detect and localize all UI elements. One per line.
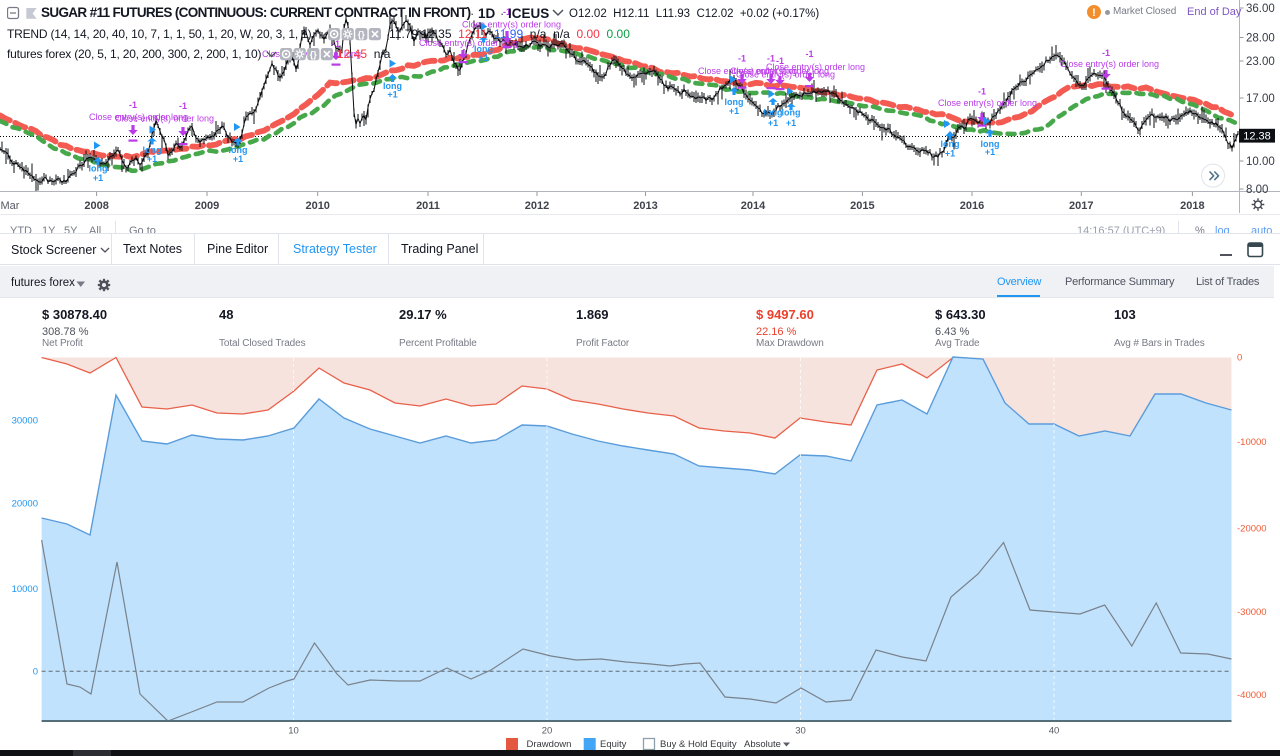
svg-text:long: long	[782, 108, 801, 118]
svg-text:2017: 2017	[1069, 200, 1093, 212]
svg-text:Close entry(s) order long: Close entry(s) order long	[419, 38, 518, 48]
svg-text:40: 40	[1049, 726, 1060, 737]
svg-text:Close entry(s) order long: Close entry(s) order long	[730, 66, 829, 76]
svg-text:-10000: -10000	[1237, 437, 1267, 448]
svg-text:Absolute: Absolute	[744, 739, 781, 750]
svg-text:-1: -1	[503, 7, 511, 17]
svg-text:long: long	[143, 145, 162, 155]
svg-text:Drawdown: Drawdown	[527, 739, 572, 750]
svg-text:+1: +1	[945, 149, 955, 159]
svg-text:long: long	[764, 108, 783, 118]
svg-text:10: 10	[288, 726, 299, 737]
svg-text:{}: {}	[358, 30, 366, 40]
svg-text:2018: 2018	[1180, 200, 1204, 212]
svg-text:+1: +1	[478, 53, 488, 63]
svg-text:+1: +1	[786, 118, 796, 128]
svg-text:long: long	[383, 81, 402, 91]
svg-text:2010: 2010	[305, 200, 329, 212]
svg-text:Close entry(s) order long: Close entry(s) order long	[89, 112, 188, 122]
svg-text:0: 0	[33, 667, 38, 678]
svg-text:-20000: -20000	[1237, 524, 1267, 535]
svg-text:-1: -1	[1102, 48, 1110, 58]
svg-text:-1: -1	[776, 56, 784, 66]
svg-text:Close entry(s) order long: Close entry(s) order long	[938, 98, 1037, 108]
svg-text:0: 0	[1237, 353, 1242, 364]
svg-text:long: long	[941, 139, 960, 149]
svg-text:2013: 2013	[633, 200, 657, 212]
svg-text:long: long	[474, 44, 493, 54]
svg-text:Close entry(s) order long: Close entry(s) order long	[462, 20, 561, 30]
svg-text:30000: 30000	[12, 416, 38, 427]
svg-text:2009: 2009	[195, 200, 219, 212]
svg-text:17.00: 17.00	[1246, 93, 1275, 105]
svg-text:-1: -1	[978, 86, 986, 96]
svg-text:+1: +1	[768, 118, 778, 128]
svg-text:long: long	[725, 97, 744, 107]
svg-text:36.00: 36.00	[1246, 3, 1275, 15]
svg-text:+1: +1	[93, 173, 103, 183]
svg-text:-1: -1	[767, 54, 775, 64]
svg-text:2008: 2008	[84, 200, 108, 212]
svg-text:+1: +1	[985, 147, 995, 157]
svg-text:!: !	[1092, 7, 1096, 19]
svg-text:2014: 2014	[741, 200, 766, 212]
svg-text:+1: +1	[147, 154, 157, 164]
svg-text:Close entry(s) order long: Close entry(s) order long	[736, 70, 835, 80]
svg-text:-30000: -30000	[1237, 607, 1267, 618]
svg-text:2012: 2012	[525, 200, 549, 212]
svg-text:{}: {}	[310, 50, 318, 60]
svg-text:20: 20	[542, 726, 553, 737]
svg-text:-1: -1	[129, 100, 137, 110]
svg-text:Close entry(s) order long: Close entry(s) order long	[698, 66, 797, 76]
svg-text:2011: 2011	[416, 200, 440, 212]
svg-text:-1: -1	[179, 101, 187, 111]
svg-text:+1: +1	[729, 106, 739, 116]
svg-text:12.38: 12.38	[1243, 130, 1271, 142]
svg-text:-1: -1	[738, 54, 746, 64]
svg-text:8.00: 8.00	[1246, 184, 1268, 196]
svg-text:Buy & Hold Equity: Buy & Hold Equity	[660, 739, 737, 750]
svg-text:-40000: -40000	[1237, 690, 1267, 701]
svg-text:long: long	[89, 164, 108, 174]
svg-text:Close entry(s) order long: Close entry(s) order long	[115, 114, 214, 124]
svg-text:30: 30	[795, 726, 806, 737]
svg-text:23.00: 23.00	[1246, 56, 1275, 68]
svg-text:Close entry(s) order long: Close entry(s) order long	[766, 62, 865, 72]
svg-text:+1: +1	[233, 154, 243, 164]
svg-text:-1: -1	[332, 39, 340, 49]
svg-text:Mar: Mar	[1, 200, 20, 212]
svg-text:long: long	[229, 145, 248, 155]
svg-text:10000: 10000	[12, 584, 38, 595]
svg-text:Equity: Equity	[600, 739, 627, 750]
svg-text:+1: +1	[387, 90, 397, 100]
svg-text:20000: 20000	[12, 499, 38, 510]
svg-text:long: long	[981, 139, 1000, 149]
svg-text:-1: -1	[805, 49, 813, 59]
svg-text:Close entry(s) order long: Close entry(s) order long	[1060, 59, 1159, 69]
svg-text:2015: 2015	[850, 200, 874, 212]
svg-text:2016: 2016	[960, 200, 984, 212]
svg-text:28.00: 28.00	[1246, 33, 1275, 45]
svg-text:10.00: 10.00	[1246, 156, 1275, 168]
